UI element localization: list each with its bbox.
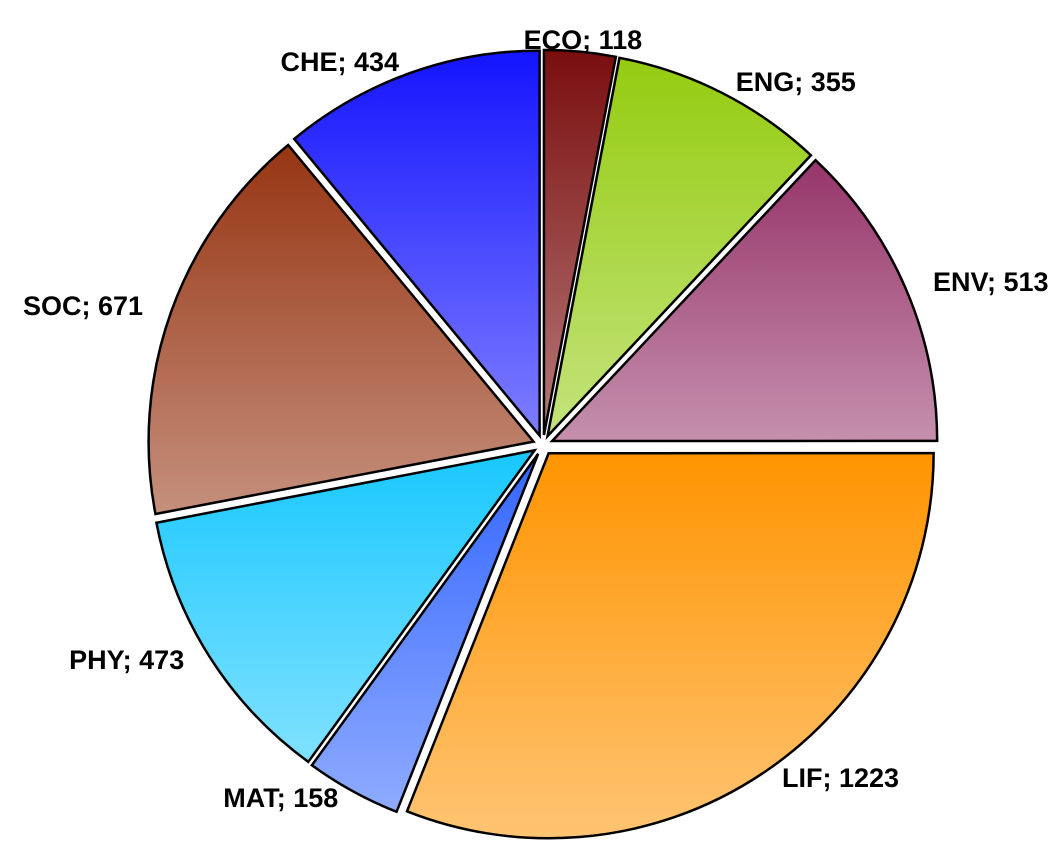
- data-label: CHE; 434: [280, 47, 399, 77]
- data-label: PHY; 473: [69, 645, 184, 675]
- data-label: ECO; 118: [524, 25, 643, 55]
- pie-slice: [154, 448, 538, 764]
- data-label: ENV; 513: [933, 267, 1049, 297]
- pie-slice: [542, 48, 618, 436]
- data-label: SOC; 671: [23, 291, 143, 321]
- pie-slice: [549, 158, 939, 443]
- data-label: LIF; 1223: [782, 763, 899, 793]
- pie-slice: [292, 49, 541, 440]
- pie-slice: [545, 56, 813, 441]
- pie-slice: [147, 143, 536, 516]
- pie-slice: [405, 451, 935, 840]
- data-label: MAT; 158: [223, 783, 338, 813]
- pie-slice: [310, 453, 540, 814]
- data-label: ENG; 355: [736, 67, 856, 97]
